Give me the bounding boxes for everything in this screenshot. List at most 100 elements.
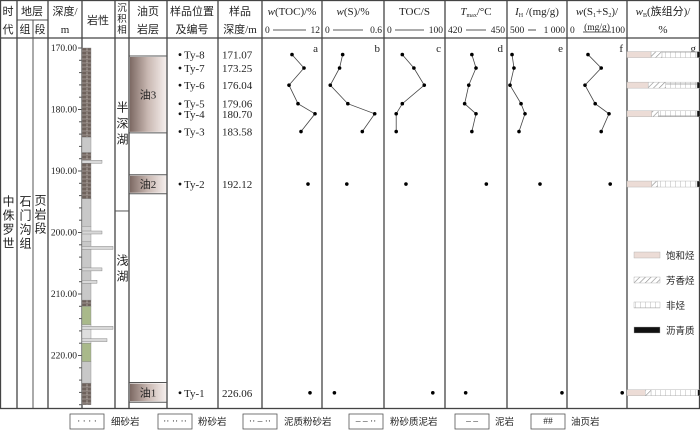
legend-pattern: ·· – ·· xyxy=(249,417,271,427)
data-point-Ty-5 xyxy=(346,101,350,106)
data-point-Ty-8 xyxy=(510,52,514,57)
era-label: 中侏罗世 xyxy=(1,194,15,251)
sample-id: Ty-6 xyxy=(184,80,205,92)
sample-id: Ty-4 xyxy=(184,109,205,121)
panel-title: IH /(mg/g) xyxy=(514,6,559,19)
lithology-silt-band xyxy=(81,246,114,250)
lithology-green-mudstone xyxy=(81,306,92,325)
data-point-Ty-4 xyxy=(523,112,527,116)
data-point-Ty-3 xyxy=(517,129,521,134)
data-point-Ty-8 xyxy=(470,52,474,57)
data-point-Ty-6 xyxy=(583,83,587,87)
legend-label: 饱和烃 xyxy=(666,250,695,262)
scale-min: 0 xyxy=(387,26,392,36)
lithology-oil-shale xyxy=(81,382,92,405)
data-point-Ty-2 xyxy=(538,182,542,186)
header-group-composition: wB(族组分)/ xyxy=(636,4,692,19)
panel-title: w(S1+S2)/ xyxy=(576,6,619,19)
legend-pattern: · · · · xyxy=(77,417,97,427)
data-point-Ty-4 xyxy=(607,112,611,116)
data-point-Ty-3 xyxy=(599,129,603,134)
panel-title: w(S)/% xyxy=(336,6,369,18)
data-point-Ty-4 xyxy=(394,112,399,116)
data-point-Ty-6 xyxy=(466,83,471,87)
data-point-Ty-4 xyxy=(474,112,478,116)
depth-tick-label: 190.00 xyxy=(51,167,77,177)
legend-swatch xyxy=(633,301,661,309)
lithology-silt-band xyxy=(81,230,103,235)
scale-max: 450 xyxy=(491,26,506,36)
data-point-Ty-7 xyxy=(474,66,478,70)
series-line xyxy=(329,54,376,132)
bar-segment-Ty-2-2 xyxy=(657,180,698,188)
data-point-Ty-1 xyxy=(332,390,337,395)
scale-unit: (mg/g) xyxy=(584,22,610,33)
bar-segment-Ty-2-0 xyxy=(626,180,653,188)
header-lithology: 岩性 xyxy=(87,13,109,27)
sample-depth: 179.06 xyxy=(222,99,253,111)
data-point-Ty-3 xyxy=(470,129,474,134)
legend-label: 油页岩 xyxy=(571,416,600,428)
header-sample-depth-1: 样品 xyxy=(229,4,251,18)
legend-pattern: ·· ·· ·· xyxy=(163,417,187,427)
legend-swatch xyxy=(633,326,661,334)
data-point-Ty-3 xyxy=(360,129,365,134)
data-point-Ty-2 xyxy=(484,182,489,186)
sample-depth: 192.12 xyxy=(222,179,252,191)
legend-box xyxy=(157,413,193,430)
panel-letter: a xyxy=(313,43,318,55)
scale-max: 0.6 xyxy=(370,26,382,36)
sample-marker xyxy=(178,182,182,186)
sample-marker xyxy=(178,83,182,87)
data-point-Ty-2 xyxy=(404,182,408,186)
lithology-oil-shale xyxy=(81,152,92,199)
lithology-silt-band xyxy=(81,280,98,284)
formation-label: 石门沟组 xyxy=(18,195,32,251)
header-depth-2: m xyxy=(61,24,70,36)
facies-label-semi-deep-lake: 半深湖 xyxy=(115,101,129,149)
header-facies-3: 相 xyxy=(117,24,127,36)
legend-label: 泥质粉砂岩 xyxy=(284,416,332,428)
data-point-Ty-5 xyxy=(400,101,405,106)
data-point-Ty-1 xyxy=(463,390,468,395)
legend-box xyxy=(454,413,490,430)
bar-segment-Ty-8-3 xyxy=(696,51,700,58)
sample-marker xyxy=(178,53,182,56)
legend-pattern: ## xyxy=(543,417,553,427)
header-sample-depth-2: 深度/m xyxy=(223,22,257,36)
data-point-Ty-4 xyxy=(313,112,317,116)
legend-label: 沥青质 xyxy=(666,325,695,337)
lithology-legend: · · · · 细砂岩 ·· ·· ·· 粉砂岩 ·· – ·· 泥质粉砂岩 – – ·· 粉… xyxy=(69,413,600,430)
header-facies-2: 积 xyxy=(117,13,127,25)
data-point-Ty-8 xyxy=(290,52,294,57)
depth-tick-label: 210.00 xyxy=(51,290,77,300)
scale-min: 420 xyxy=(448,26,463,36)
data-point-Ty-7 xyxy=(337,66,342,70)
legend-label: 粉砂岩 xyxy=(198,416,227,428)
lithology-green-mudstone xyxy=(81,343,92,362)
scale-max: 12 xyxy=(311,26,321,36)
header-strata: 地层 xyxy=(21,5,43,18)
panel-b: w(S)/% 0 0.6 b xyxy=(325,6,382,395)
sample-depth: 226.06 xyxy=(222,388,253,400)
data-point-Ty-5 xyxy=(519,101,523,106)
series-line xyxy=(584,54,610,132)
data-point-Ty-7 xyxy=(599,66,603,70)
bar-segment-Ty-4-2 xyxy=(658,110,698,118)
bar-segment-Ty-1-1 xyxy=(645,389,652,396)
bar-segment-Ty-8-1 xyxy=(650,51,663,58)
header-formation: 组 xyxy=(20,22,31,36)
legend-label: 芳香烃 xyxy=(666,275,695,287)
sample-id: Ty-5 xyxy=(184,99,205,111)
sample-marker xyxy=(178,130,182,133)
bar-segment-Ty-6-3 xyxy=(696,81,700,89)
data-point-Ty-7 xyxy=(412,66,416,70)
sample-id: Ty-1 xyxy=(184,388,205,400)
depth-tick-label: 170.00 xyxy=(51,44,77,54)
legend-box xyxy=(530,413,566,430)
data-point-Ty-3 xyxy=(394,129,399,134)
legend-pattern: – – xyxy=(465,417,478,427)
stratigraphy: 中侏罗世 石门沟组 页岩段 xyxy=(1,194,47,251)
lithology-silt-band xyxy=(81,338,108,342)
